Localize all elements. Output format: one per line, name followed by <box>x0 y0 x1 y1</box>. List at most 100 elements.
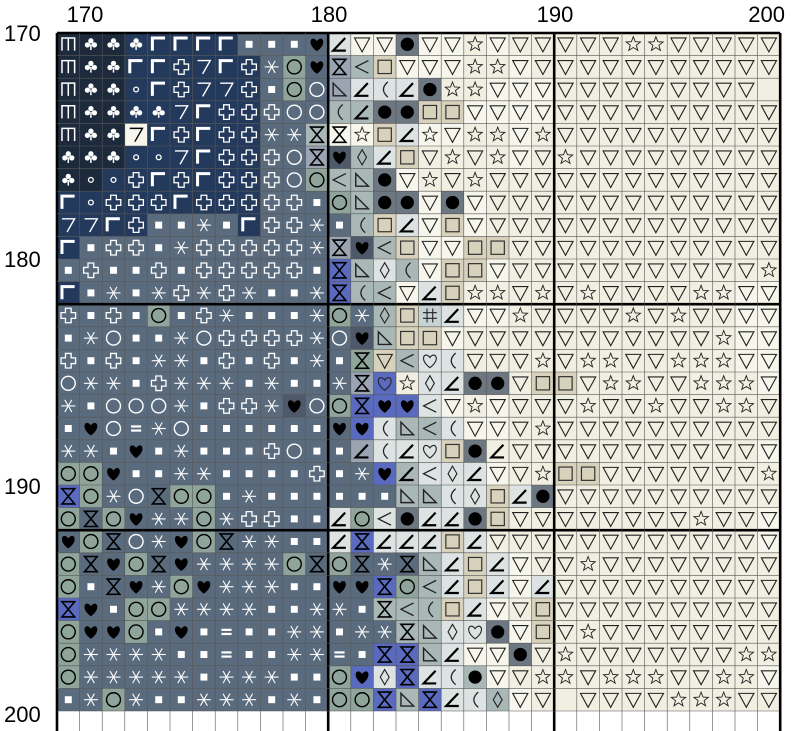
stitch-cell <box>554 259 577 282</box>
stitch-cell <box>170 439 193 463</box>
stitch-cell <box>124 78 148 101</box>
solid-square-icon <box>290 673 298 681</box>
stitch-cell <box>328 100 351 124</box>
circle-icon <box>399 579 415 595</box>
stitch-cell <box>170 620 193 644</box>
stitch-cell <box>441 417 464 440</box>
down-triangle-icon <box>489 399 507 415</box>
stitch-cell <box>57 259 80 282</box>
corner-glyph-icon <box>196 172 211 187</box>
stitch-cell <box>418 259 442 282</box>
heart-icon <box>378 468 392 481</box>
less-than-icon <box>376 285 392 300</box>
hourglass-icon <box>105 533 122 550</box>
stitch-cell <box>418 394 442 418</box>
stitch-cell <box>170 191 193 214</box>
less-than-icon <box>354 59 369 74</box>
solid-square-icon <box>245 628 253 636</box>
circle-icon <box>331 692 348 708</box>
stitch-cell <box>712 191 735 214</box>
stitch-cell <box>735 530 758 553</box>
stitch-cell <box>441 688 464 711</box>
stitch-cell <box>509 55 532 79</box>
plus-outline-icon <box>173 81 190 98</box>
stitch-cell <box>531 304 555 327</box>
stitch-cell <box>554 598 577 621</box>
stitch-cell <box>576 485 600 508</box>
stitch-cell <box>79 236 103 259</box>
club-icon <box>152 105 165 118</box>
stitch-cell <box>599 688 622 711</box>
plus-outline-icon <box>105 239 122 256</box>
down-triangle-icon <box>737 466 755 483</box>
plus-outline-icon <box>173 58 190 75</box>
down-triangle-icon <box>534 240 552 257</box>
down-triangle-icon <box>669 82 688 99</box>
hourglass-icon <box>399 555 416 573</box>
star-icon <box>624 668 642 685</box>
corner-glyph-icon <box>196 104 211 119</box>
stitch-cell <box>305 123 329 146</box>
stitch-cell <box>486 462 509 485</box>
stitch-cell <box>396 146 419 169</box>
stitch-cell <box>124 236 148 259</box>
stitch-cell <box>531 507 555 531</box>
stitch-cell <box>373 598 396 621</box>
down-triangle-icon <box>669 173 688 189</box>
down-triangle-icon <box>556 127 575 144</box>
down-triangle-icon <box>647 331 665 347</box>
down-triangle-icon <box>466 353 484 370</box>
down-triangle-icon <box>443 331 462 347</box>
down-triangle-icon <box>692 466 710 483</box>
stitch-cell <box>576 620 600 644</box>
stitch-cell <box>712 394 735 418</box>
seven-glyph-icon <box>220 82 235 97</box>
down-triangle-icon <box>511 376 529 393</box>
plus-outline-icon <box>241 330 258 347</box>
stitch-cell <box>350 598 374 621</box>
circle-icon <box>60 375 76 391</box>
stitch-cell <box>305 78 329 101</box>
stitch-cell <box>237 326 261 350</box>
stitch-cell <box>486 665 509 689</box>
stitch-cell <box>486 146 509 169</box>
circle-icon <box>331 398 348 414</box>
asterisk-icon <box>61 444 76 458</box>
down-triangle-icon <box>692 127 710 144</box>
stitch-cell <box>147 123 170 146</box>
plus-outline-icon <box>128 194 145 211</box>
stitch-cell <box>373 575 396 598</box>
star-icon <box>670 306 687 323</box>
down-triangle-icon <box>737 421 755 438</box>
outlined-square-icon <box>535 624 551 640</box>
stitch-cell <box>102 485 125 508</box>
circle-icon <box>83 488 99 504</box>
stitch-cell <box>509 78 532 101</box>
stitch-cell <box>689 259 713 282</box>
solid-square-icon <box>64 334 72 342</box>
stitch-cell <box>373 168 396 192</box>
stitch-cell <box>463 372 487 395</box>
stitch-cell <box>328 417 351 440</box>
stitch-cell <box>237 575 261 598</box>
stitch-cell <box>170 643 193 666</box>
stitch-cell <box>757 530 781 553</box>
solid-square-icon <box>200 402 208 410</box>
asterisk-icon <box>309 241 324 255</box>
circle-icon <box>128 556 144 572</box>
stitch-cell <box>689 33 713 56</box>
stitch-cell <box>667 665 690 689</box>
stitch-cell <box>79 530 103 553</box>
stitch-cell <box>305 349 329 372</box>
down-triangle-icon <box>760 670 778 686</box>
club-icon <box>84 105 98 118</box>
circle-icon <box>354 511 370 527</box>
stitch-cell <box>554 688 577 711</box>
solid-square-icon <box>268 289 276 297</box>
less-than-icon <box>376 240 392 255</box>
hourglass-icon <box>376 691 393 709</box>
down-triangle-icon <box>647 625 665 641</box>
stitch-cell <box>757 643 781 666</box>
down-triangle-icon <box>602 105 620 121</box>
star-icon <box>624 374 642 391</box>
